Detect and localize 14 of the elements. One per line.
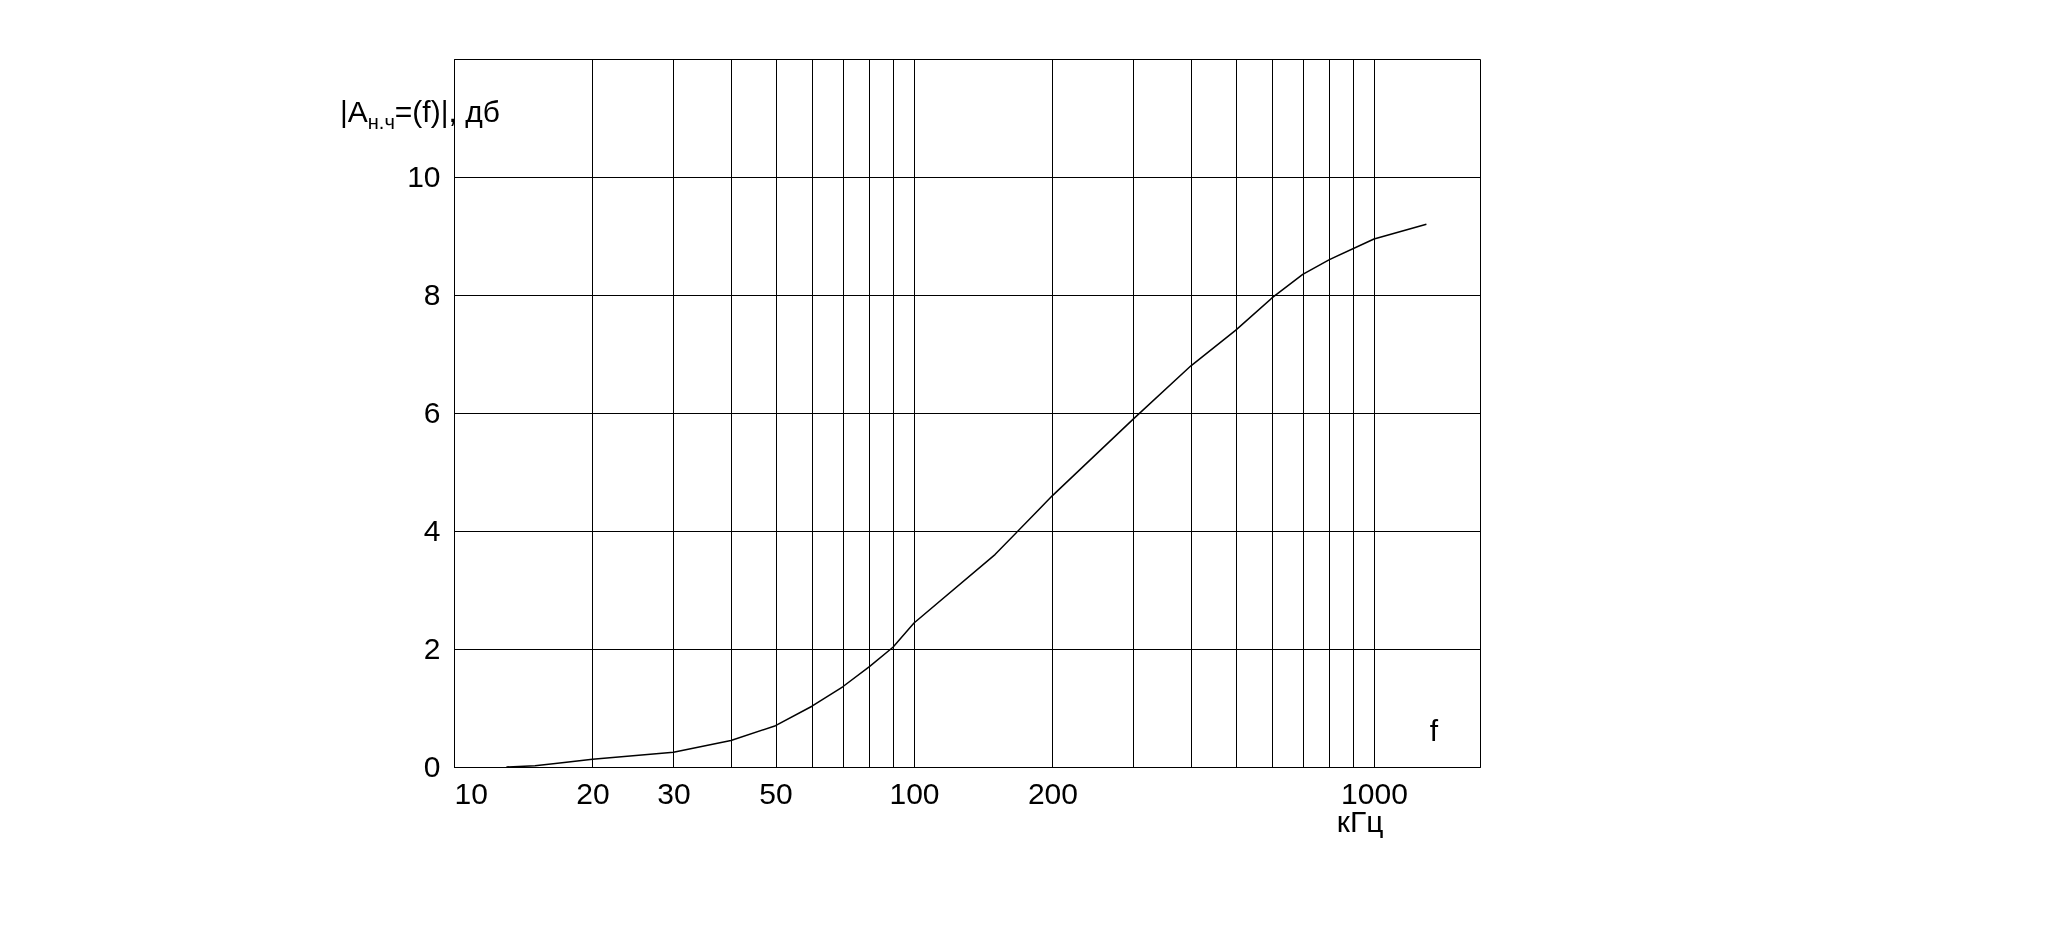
y-axis-title: |A$_{н.ч}$=(f)|, дб: [340, 95, 500, 134]
annotation: f: [1429, 714, 1439, 747]
x-tick-label: 30: [657, 776, 691, 810]
y-tick-label: 2: [423, 631, 441, 665]
y-tick-label: 0: [423, 749, 441, 783]
x-tick-label: 10: [454, 776, 488, 810]
y-tick-label: 10: [407, 159, 441, 193]
x-tick-label: 20: [576, 776, 610, 810]
y-tick-label: 4: [423, 513, 441, 547]
y-tick-label: 8: [423, 277, 441, 311]
x-tick-label: 100: [889, 776, 940, 810]
x-tick-label: 200: [1027, 776, 1078, 810]
x-tick-label: 50: [759, 776, 793, 810]
y-tick-label: 6: [423, 395, 441, 429]
